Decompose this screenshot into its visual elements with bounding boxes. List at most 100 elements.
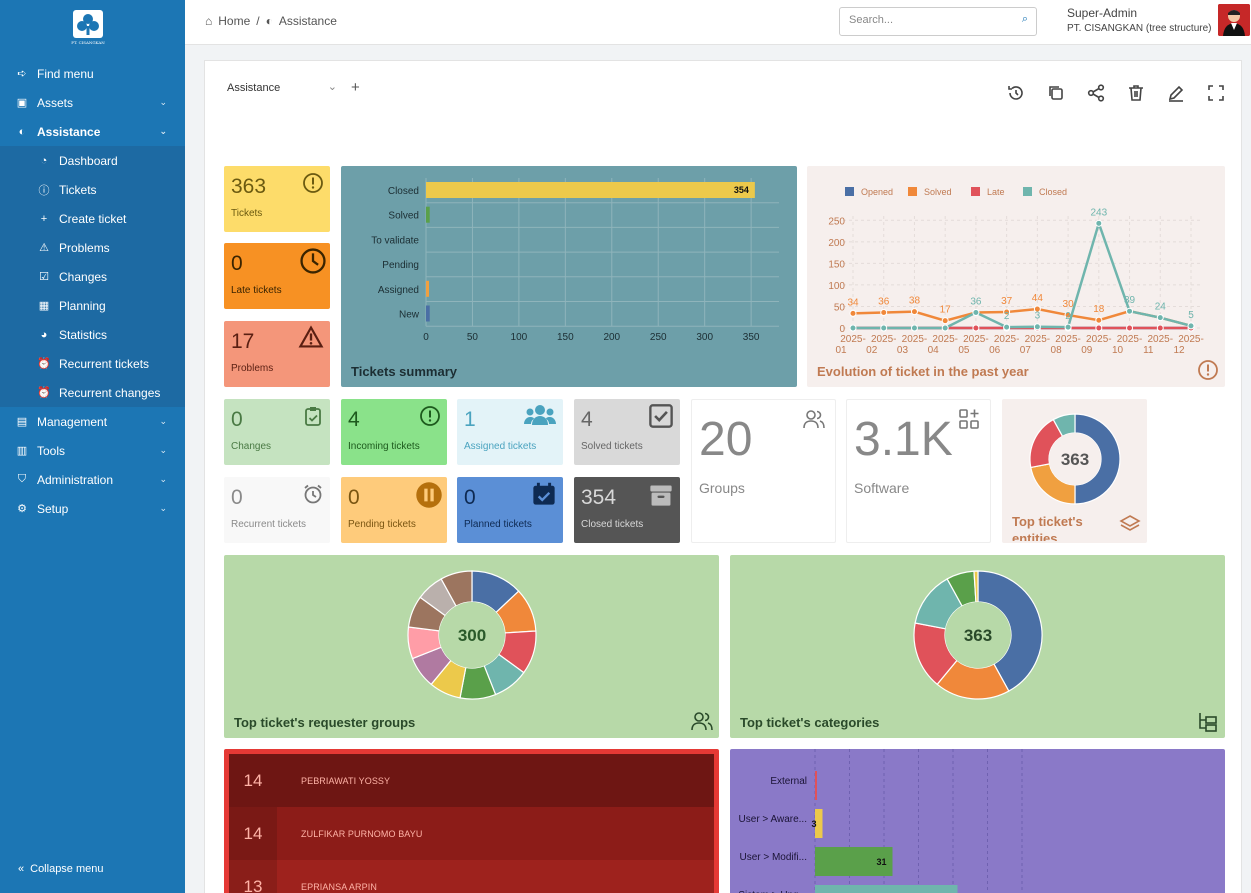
edit-icon[interactable] — [1165, 82, 1187, 104]
menu-recurrent-changes[interactable]: ⏰ Recurrent changes — [0, 378, 185, 407]
card-value: 0 — [231, 486, 243, 509]
fullscreen-icon[interactable] — [1205, 82, 1227, 104]
menu-planning[interactable]: ▦ Planning — [0, 291, 185, 320]
legend-swatch — [908, 187, 917, 196]
search-icon[interactable]: ⌕ — [1021, 13, 1028, 25]
donut-center-label: 363 — [964, 626, 992, 645]
clone-icon[interactable] — [1045, 82, 1067, 104]
legend-label: Closed — [1039, 187, 1067, 197]
solved-tickets-card[interactable]: 4 Solved tickets — [574, 399, 680, 465]
chart-title: Evolution of ticket in the past year — [817, 364, 1029, 379]
data-label: 18 — [1093, 304, 1105, 315]
checkbox-icon — [649, 404, 673, 428]
list-item[interactable]: 14 ZULFIKAR PURNOMO BAYU — [229, 807, 714, 860]
tickets-summary-chart: 0 50 100 150 200 250 300 350 Closed 354 Solved To v… — [341, 166, 797, 387]
arrow-right-icon: ➪ — [17, 68, 27, 80]
add-dashboard-button[interactable]: + — [351, 79, 360, 96]
menu-changes[interactable]: ☑ Changes — [0, 262, 185, 291]
menu-label: Changes — [59, 269, 108, 284]
company-logo[interactable]: PT. CISANGKAN — [68, 8, 108, 46]
category-label: User > Modifi... — [739, 852, 807, 863]
headset-icon: ◐ — [18, 125, 26, 138]
menu-administration[interactable]: ⛉ Administration ⌄ — [0, 465, 185, 494]
menu-setup[interactable]: ⚙ Setup ⌄ — [0, 494, 185, 523]
groups-card[interactable]: 20 Groups — [691, 399, 836, 543]
menu-assistance[interactable]: ◐ Assistance ⌄ — [0, 117, 185, 146]
trash-icon[interactable] — [1125, 82, 1147, 104]
menu-dashboard[interactable]: ◔ Dashboard — [0, 146, 185, 175]
changes-card[interactable]: 0 Changes — [224, 399, 330, 465]
collapse-menu-button[interactable]: « Collapse menu — [18, 863, 104, 875]
card-value: 354 — [581, 486, 617, 509]
tick-label: 150 — [557, 332, 574, 343]
tickets-card[interactable]: 363 Tickets — [224, 166, 330, 232]
menu-problems[interactable]: ⚠ Problems — [0, 233, 185, 262]
user-menu[interactable]: Super-Admin PT. CISANGKAN (tree structur… — [1067, 6, 1211, 36]
data-point — [1064, 323, 1072, 331]
svg-text:PT. CISANGKAN: PT. CISANGKAN — [71, 40, 105, 45]
card-value: 0 — [348, 486, 360, 509]
incoming-tickets-card[interactable]: 4 Incoming tickets — [341, 399, 447, 465]
menu-create-ticket[interactable]: + Create ticket — [0, 204, 185, 233]
data-point — [880, 324, 888, 332]
card-value: 17 — [231, 330, 255, 353]
card-label: Closed tickets — [581, 519, 644, 530]
list-item[interactable]: 13 EPRIANSA ARPIN — [229, 860, 714, 893]
donut-hole — [439, 602, 505, 668]
users-icon — [524, 405, 556, 425]
menu-label: Planning — [59, 298, 106, 313]
category-bar-plot: External User > Aware... 3 User > Modifi...… — [738, 749, 1023, 893]
closed-tickets-card[interactable]: 354 Closed tickets — [574, 477, 680, 543]
breadcrumb-home[interactable]: Home — [218, 14, 251, 28]
recurrent-tickets-card[interactable]: 0 Recurrent tickets — [224, 477, 330, 543]
share-icon[interactable] — [1085, 82, 1107, 104]
search-input[interactable]: Search... ⌕ — [839, 7, 1037, 36]
menu-recurrent-tickets[interactable]: ⏰ Recurrent tickets — [0, 349, 185, 378]
tick-label: 2025-11 — [1143, 334, 1173, 356]
data-point — [1156, 324, 1164, 332]
menu-management[interactable]: ▤ Management ⌄ — [0, 407, 185, 436]
menu-label: Recurrent tickets — [59, 356, 150, 371]
bar — [426, 182, 755, 198]
collapse-label: Collapse menu — [30, 863, 104, 875]
clipboard-check-icon — [305, 407, 321, 426]
software-card[interactable]: 3.1K Software — [846, 399, 991, 543]
breadcrumb-assistance[interactable]: Assistance — [278, 14, 337, 28]
pending-tickets-card[interactable]: 0 Pending tickets — [341, 477, 447, 543]
late-tickets-card[interactable]: 0 Late tickets — [224, 243, 330, 309]
tick-label: 2025-03 — [897, 334, 927, 356]
tickets-summary-plot: 0 50 100 150 200 250 300 350 Closed 354 Solved To v… — [371, 178, 779, 343]
menu-find[interactable]: ➪ Find menu — [0, 59, 185, 88]
menu-assets[interactable]: ▣ Assets ⌄ — [0, 88, 185, 117]
tick-label: 2025-01 — [835, 334, 865, 356]
tick-label: 2025-08 — [1051, 334, 1081, 356]
data-label: 38 — [909, 296, 921, 307]
list-item[interactable]: 14 PEBRIAWATI YOSSY — [229, 754, 714, 807]
menu-statistics[interactable]: ◕ Statistics — [0, 320, 185, 349]
tick-label: 150 — [828, 259, 845, 270]
data-label: 37 — [1001, 296, 1013, 307]
data-point — [1003, 308, 1011, 316]
categories-donut: 363 — [913, 570, 1043, 700]
history-icon[interactable] — [1005, 82, 1027, 104]
chevron-down-icon: ⌄ — [159, 503, 167, 513]
data-label: 17 — [940, 305, 952, 316]
requester-count: 14 — [229, 807, 277, 860]
data-label: 3 — [811, 819, 816, 829]
data-label: 36 — [970, 296, 982, 307]
data-point — [1156, 314, 1164, 322]
avatar[interactable] — [1218, 4, 1250, 36]
card-label: Late tickets — [231, 285, 282, 296]
planned-tickets-card[interactable]: 0 Planned tickets — [457, 477, 563, 543]
tick-label: 2025-10 — [1112, 334, 1142, 356]
menu-tickets[interactable]: ⓘ Tickets — [0, 175, 185, 204]
main-menu: ➪ Find menu ▣ Assets ⌄ ◐ Assistance ⌄ ◔ Dashbo… — [0, 59, 185, 523]
dashboard-selector[interactable]: Assistance ⌄ — [221, 76, 345, 101]
tick-label: 200 — [603, 332, 620, 343]
data-label: 36 — [878, 296, 890, 307]
menu-tools[interactable]: ▥ Tools ⌄ — [0, 436, 185, 465]
bar — [815, 809, 823, 838]
assigned-tickets-card[interactable]: 1 Assigned tickets — [457, 399, 563, 465]
tick-label: 200 — [828, 238, 845, 249]
problems-card[interactable]: 17 Problems — [224, 321, 330, 387]
